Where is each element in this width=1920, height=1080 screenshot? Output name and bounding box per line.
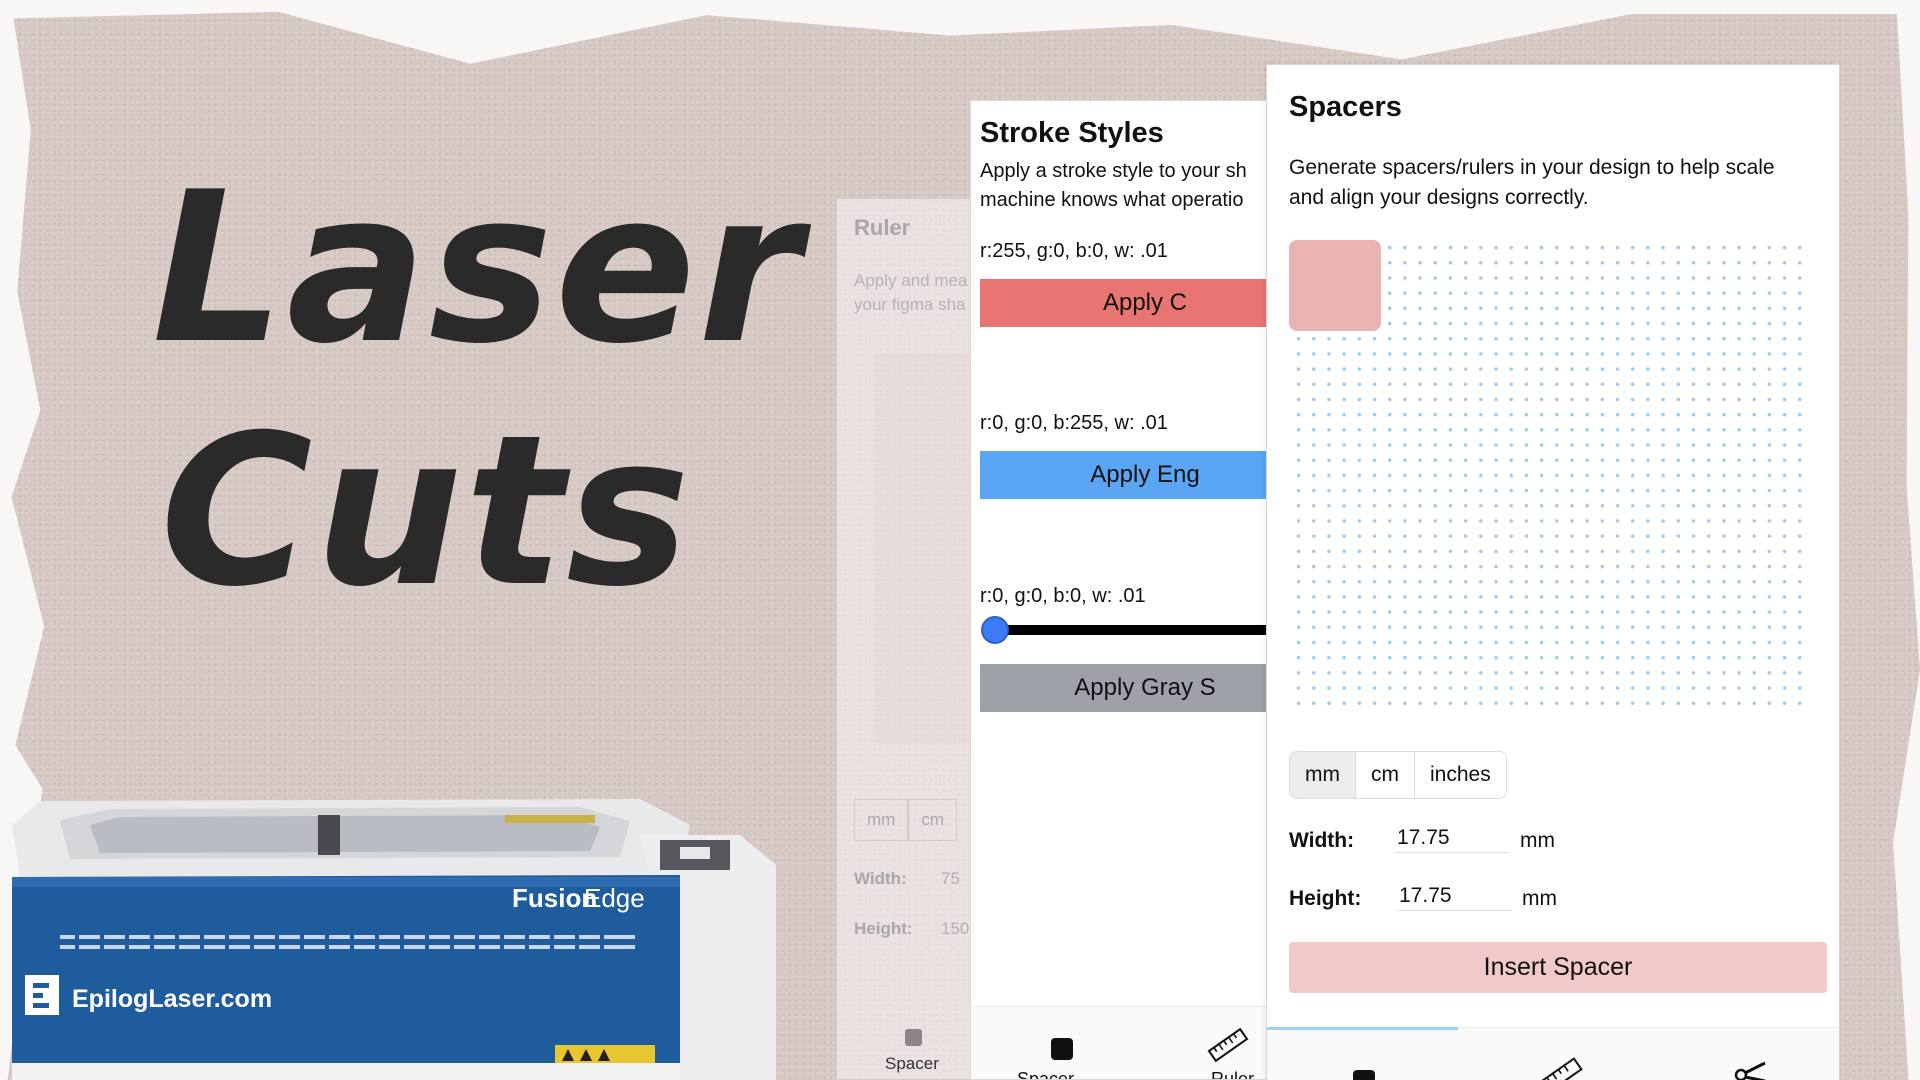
machine-model-light: Edge <box>584 883 645 913</box>
gray-level-slider-thumb[interactable] <box>981 616 1009 644</box>
spacer-unit-inches[interactable]: inches <box>1414 752 1506 798</box>
engrave-stroke-label: r:0, g:0, b:255, w: .01 <box>980 412 1168 434</box>
apply-cut-button[interactable]: Apply C <box>980 279 1269 327</box>
headline-cuts: Cuts <box>160 391 692 633</box>
stroke-panel-title: Stroke Styles <box>980 117 1164 149</box>
ruler-unit-cm[interactable]: cm <box>908 799 957 841</box>
machine-brand: EpilogLaser.com <box>72 985 272 1013</box>
spacers-panel-title: Spacers <box>1289 91 1402 123</box>
spacer-tab-icon[interactable] <box>1353 1070 1375 1080</box>
spacer-tab-icon <box>905 1029 922 1046</box>
spacer-width-label: Width: <box>1289 829 1355 852</box>
ruler-panel-tab-spacer[interactable]: Spacer <box>885 1054 939 1073</box>
ruler-unit-mm[interactable]: mm <box>854 799 909 841</box>
cut-stroke-label: r:255, g:0, b:0, w: .01 <box>980 240 1168 262</box>
spacer-height-input[interactable] <box>1397 881 1512 911</box>
stroke-panel-tab-spacer[interactable]: Spacer <box>1017 1069 1075 1080</box>
spacers-panel-description: Generate spacers/rulers in your design t… <box>1289 156 1775 209</box>
headline-laser: Laser <box>152 148 803 390</box>
spacer-preview-swatch <box>1289 240 1381 331</box>
ruler-panel-description: Apply and mea your figma sha <box>854 271 968 314</box>
spacers-panel: Spacers Generate spacers/rulers in your … <box>1266 64 1840 1080</box>
stroke-panel-tab-ruler[interactable]: Ruler <box>1211 1069 1255 1080</box>
spacer-width-unit: mm <box>1520 829 1555 852</box>
ruler-width-label: Width: <box>854 869 907 888</box>
laser-machine-image: Fusion Edge EpilogLaser.com <box>12 799 776 1080</box>
spacer-unit-cm[interactable]: cm <box>1355 752 1414 798</box>
stroke-panel-tabbar <box>971 1006 1269 1079</box>
spacer-height-label: Height: <box>1289 887 1362 910</box>
spacer-unit-selector: mm cm inches <box>1289 751 1507 799</box>
spacer-height-unit: mm <box>1522 887 1557 910</box>
ruler-icon <box>1207 1027 1249 1063</box>
scissors-tab-icon[interactable] <box>1733 1061 1769 1080</box>
spacer-width-input[interactable] <box>1395 823 1510 853</box>
ruler-panel-title: Ruler <box>854 215 911 240</box>
active-tab-indicator <box>1267 1027 1458 1030</box>
ruler-tab-icon[interactable] <box>1539 1053 1583 1080</box>
spacer-tab-icon <box>1051 1038 1073 1060</box>
stroke-panel-description: Apply a stroke style to your sh machine … <box>980 160 1247 211</box>
gray-stroke-label: r:0, g:0, b:0, w: .01 <box>980 585 1146 607</box>
ruler-height-label: Height: <box>854 919 913 938</box>
machine-model-bold: Fusion <box>512 883 597 913</box>
ruler-unit-selector: mm cm <box>854 799 957 841</box>
gray-level-slider-track[interactable] <box>991 625 1269 635</box>
spacer-unit-mm[interactable]: mm <box>1290 752 1355 798</box>
insert-spacer-button[interactable]: Insert Spacer <box>1289 942 1827 993</box>
ruler-width-value[interactable]: 75 <box>941 869 960 888</box>
ruler-height-value[interactable]: 150 <box>941 919 970 938</box>
stroke-styles-panel: Stroke Styles Apply a stroke style to yo… <box>970 100 1270 1080</box>
apply-gray-button[interactable]: Apply Gray S <box>980 664 1269 712</box>
apply-engrave-button[interactable]: Apply Eng <box>980 451 1269 499</box>
